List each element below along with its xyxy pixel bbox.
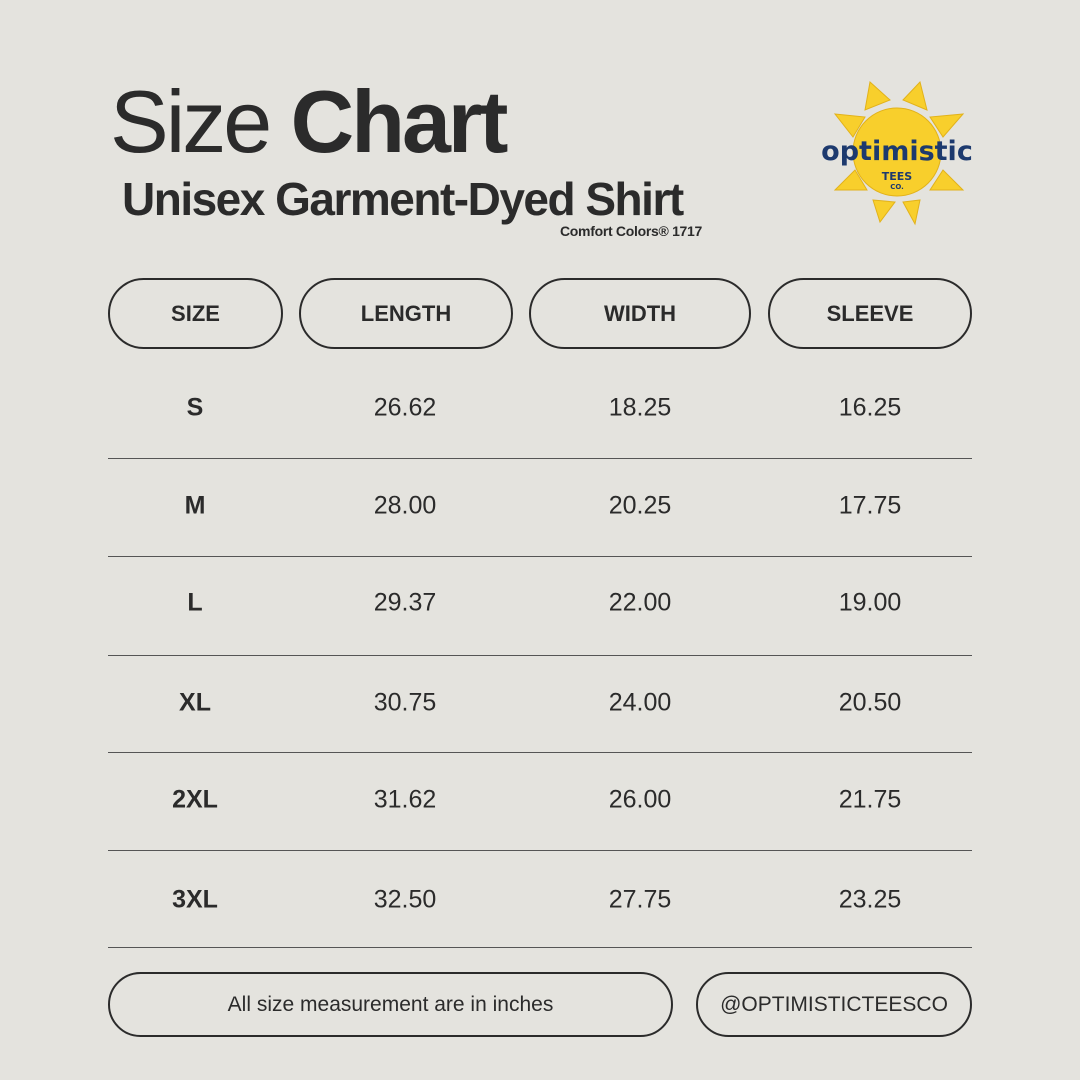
- cell-length: 26.62: [373, 393, 437, 422]
- title-bold: Chart: [290, 72, 509, 171]
- row-divider: [108, 752, 972, 753]
- cell-size: M: [184, 491, 206, 520]
- row-divider: [108, 850, 972, 851]
- row-divider: [108, 458, 972, 459]
- cell-sleeve: 20.50: [838, 688, 902, 717]
- sun-ray: [864, 81, 891, 111]
- sun-ray: [833, 169, 868, 191]
- row-divider: [108, 655, 972, 656]
- cell-width: 24.00: [608, 688, 672, 717]
- measurement-note: All size measurement are in inches: [108, 972, 673, 1037]
- subtitle: Unisex Garment-Dyed Shirt: [122, 173, 684, 225]
- column-header-width: WIDTH: [529, 278, 751, 349]
- cell-length: 30.75: [373, 688, 437, 717]
- sun-ray: [872, 199, 896, 224]
- logo-subtext: TEES: [882, 170, 913, 183]
- cell-size: S: [186, 393, 204, 422]
- sun-ray: [929, 113, 965, 138]
- sun-circle: [852, 107, 942, 197]
- cell-width: 27.75: [608, 885, 672, 914]
- cell-width: 20.25: [608, 491, 672, 520]
- sun-ray: [902, 199, 921, 226]
- logo-text: optimistic: [821, 136, 973, 167]
- cell-size: XL: [179, 688, 211, 717]
- cell-sleeve: 19.00: [838, 588, 902, 617]
- cell-width: 22.00: [608, 588, 672, 617]
- column-header-sleeve: SLEEVE: [768, 278, 972, 349]
- cell-length: 29.37: [373, 588, 437, 617]
- cell-length: 31.62: [373, 785, 437, 814]
- cell-size: 2XL: [172, 785, 218, 814]
- cell-length: 28.00: [373, 491, 437, 520]
- cell-size: L: [187, 588, 203, 617]
- cell-sleeve: 17.75: [838, 491, 902, 520]
- row-divider: [108, 556, 972, 557]
- sun-ray: [902, 80, 928, 111]
- cell-width: 18.25: [608, 393, 672, 422]
- title-light: Size: [110, 72, 272, 171]
- social-handle: @OPTIMISTICTEESCO: [696, 972, 972, 1037]
- logo-subtext2: CO.: [890, 183, 904, 191]
- sun-ray: [929, 169, 965, 191]
- sun-ray: [833, 113, 866, 138]
- column-header-size: SIZE: [108, 278, 283, 349]
- cell-sleeve: 23.25: [838, 885, 902, 914]
- page-title: Size Chart: [110, 78, 508, 166]
- row-divider: [108, 947, 972, 948]
- brand-logo: optimistic TEES CO.: [821, 80, 973, 226]
- cell-width: 26.00: [608, 785, 672, 814]
- cell-sleeve: 21.75: [838, 785, 902, 814]
- cell-length: 32.50: [373, 885, 437, 914]
- product-name: Comfort Colors® 1717: [560, 223, 703, 239]
- cell-sleeve: 16.25: [838, 393, 902, 422]
- column-header-length: LENGTH: [299, 278, 513, 349]
- cell-size: 3XL: [172, 885, 218, 914]
